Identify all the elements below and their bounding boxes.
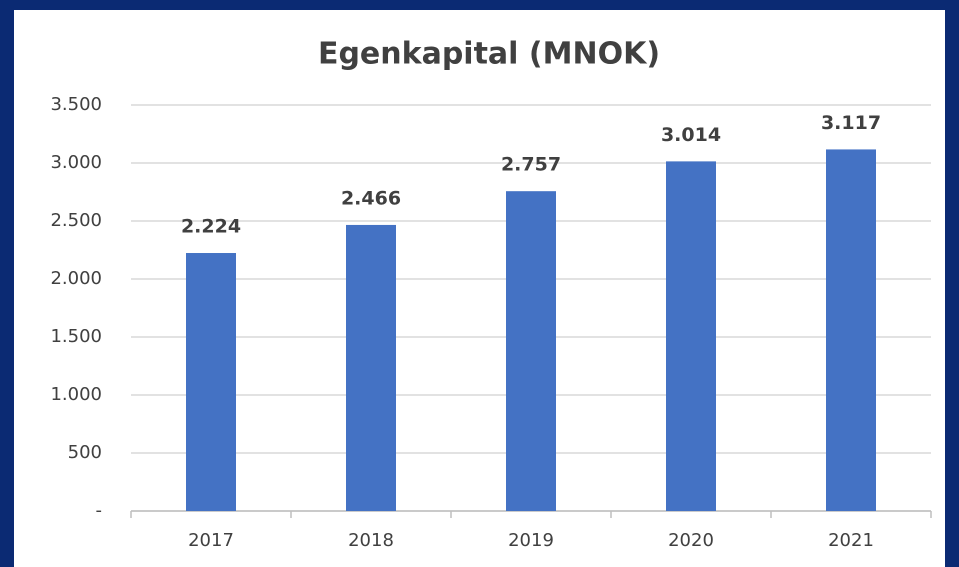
bar (186, 253, 236, 512)
x-tick-label: 2018 (348, 530, 394, 551)
x-tick-label: 2020 (668, 530, 714, 551)
data-label: 2.466 (341, 187, 401, 209)
bar (506, 191, 556, 512)
bar (826, 149, 876, 512)
y-tick-label: 1.500 (50, 326, 102, 347)
chart-panel (14, 10, 945, 567)
bar (666, 161, 716, 511)
data-label: 3.014 (661, 124, 721, 146)
bar (346, 224, 396, 511)
y-tick-label: 2.500 (50, 210, 102, 231)
y-tick-label: 500 (68, 442, 102, 463)
data-label: 2.757 (501, 154, 561, 176)
data-label: 2.224 (181, 216, 241, 238)
y-tick-label: 1.000 (50, 384, 102, 405)
x-tick-label: 2019 (508, 530, 554, 551)
y-tick-label: 3.500 (50, 94, 102, 115)
y-tick-label: 3.000 (50, 152, 102, 173)
x-tick-label: 2017 (188, 530, 234, 551)
data-label: 3.117 (821, 112, 881, 134)
y-tick-label: - (96, 500, 103, 521)
y-tick-label: 2.000 (50, 268, 102, 289)
chart-title: Egenkapital (MNOK) (318, 37, 660, 72)
x-tick-label: 2021 (828, 530, 874, 551)
